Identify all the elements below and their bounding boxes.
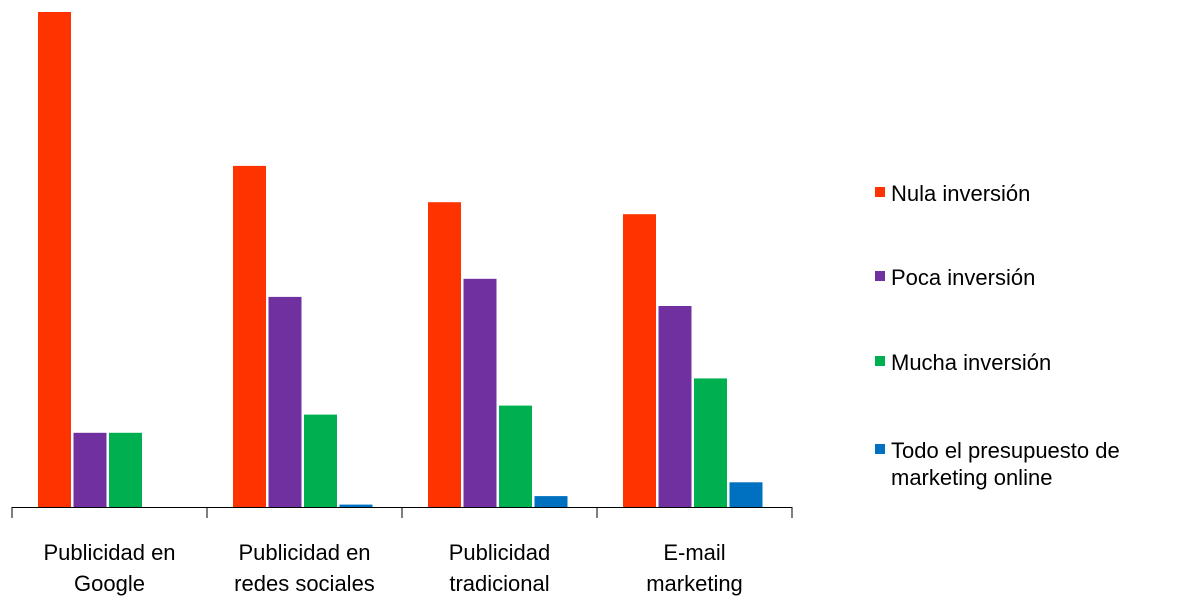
legend-swatch-nula [875,187,885,197]
category-label-line: marketing [646,571,743,596]
bar-nula-inversion-1 [38,12,71,507]
category-label-line: tradicional [449,571,549,596]
legend: Nula inversión Poca inversión Mucha inve… [875,0,1175,599]
bar-mucha-inversion-4 [694,378,727,507]
bar-todo-el-presupuesto-de-marketing-online-4 [729,482,763,507]
bar-poca-inversion-2 [268,296,302,507]
legend-label-mucha: Mucha inversión [891,350,1052,375]
legend-swatch-poca [875,271,885,281]
bar-mucha-inversion-1 [109,432,142,508]
category-label-line: redes sociales [234,571,375,596]
bar-mucha-inversion-2 [304,414,337,507]
category-label-line: Publicidad en [238,540,370,565]
category-label-4: E-mail marketing [646,540,743,596]
category-label-line: Publicidad [449,540,551,565]
legend-label-poca: Poca inversión [891,265,1036,290]
legend-item-nula: Nula inversión [875,180,1181,207]
legend-label-nula: Nula inversión [891,181,1031,206]
category-label-line: Google [74,571,145,596]
x-axis [11,507,793,518]
legend-item-poca: Poca inversión [875,264,1181,291]
bar-poca-inversion-3 [463,278,497,507]
category-label-line: E-mail [663,540,725,565]
legend-item-mucha: Mucha inversión [875,349,1181,376]
bar-poca-inversion-4 [658,306,692,507]
bar-mucha-inversion-3 [499,405,532,507]
bar-nula-inversion-4 [623,214,656,507]
legend-swatch-mucha [875,356,885,366]
legend-label-todo: Todo el presupuesto de marketing online [891,438,1120,490]
bar-todo-el-presupuesto-de-marketing-online-2 [339,504,373,507]
category-label-line: Publicidad en [43,540,175,565]
category-label-2: Publicidad en redes sociales [234,540,375,596]
bar-nula-inversion-2 [233,165,266,507]
legend-swatch-todo [875,444,885,454]
category-labels: Publicidad en Google Publicidad en redes so… [43,540,742,596]
bar-poca-inversion-1 [73,432,107,508]
category-label-3: Publicidad tradicional [449,540,551,596]
bar-chart: Publicidad en Google Publicidad en redes so… [11,12,793,596]
bar-todo-el-presupuesto-de-marketing-online-3 [534,496,568,507]
category-label-1: Publicidad en Google [43,540,175,596]
legend-item-todo: Todo el presupuesto de marketing online [875,437,1181,491]
bars-group [38,12,763,508]
bar-nula-inversion-3 [428,202,461,507]
